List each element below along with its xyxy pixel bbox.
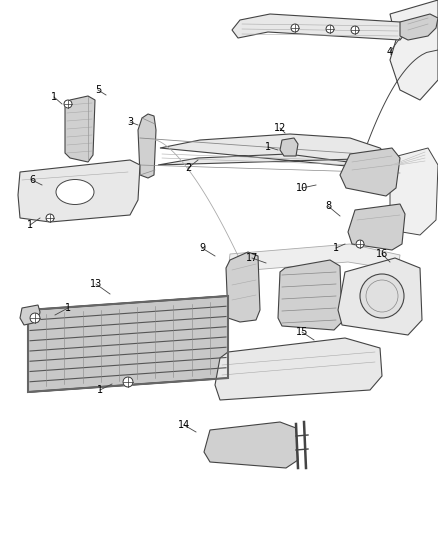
Circle shape [326,25,334,33]
Polygon shape [390,0,438,100]
Polygon shape [138,114,156,178]
Circle shape [291,24,299,32]
Polygon shape [228,244,400,272]
Circle shape [30,313,40,323]
Text: 17: 17 [246,253,258,263]
Text: 2: 2 [185,163,191,173]
Text: 12: 12 [274,123,286,133]
Polygon shape [204,422,298,468]
Circle shape [46,214,54,222]
Polygon shape [400,14,438,40]
Text: 15: 15 [296,327,308,337]
Text: 1: 1 [27,220,33,230]
Polygon shape [158,134,390,170]
Polygon shape [232,14,408,40]
Polygon shape [215,338,382,400]
Text: 13: 13 [90,279,102,289]
Polygon shape [65,96,95,162]
Circle shape [351,26,359,34]
Polygon shape [340,148,400,196]
Polygon shape [338,258,422,335]
Polygon shape [28,296,228,392]
Circle shape [356,240,364,248]
Circle shape [123,377,133,387]
Polygon shape [348,204,405,250]
Text: 6: 6 [29,175,35,185]
Text: 9: 9 [199,243,205,253]
Polygon shape [20,305,40,325]
Text: 10: 10 [296,183,308,193]
Polygon shape [18,160,140,222]
Text: 16: 16 [376,249,388,259]
Text: 1: 1 [65,303,71,313]
Text: 1: 1 [97,385,103,395]
Polygon shape [390,148,438,235]
Text: 14: 14 [178,420,190,430]
Text: 3: 3 [127,117,133,127]
Circle shape [360,274,404,318]
Ellipse shape [56,180,94,205]
Text: 5: 5 [95,85,101,95]
Circle shape [64,100,72,108]
Text: 1: 1 [265,142,271,152]
Text: 1: 1 [333,243,339,253]
Polygon shape [278,260,342,330]
Polygon shape [226,252,260,322]
Text: 1: 1 [51,92,57,102]
Text: 8: 8 [325,201,331,211]
Polygon shape [280,138,298,156]
Text: 4: 4 [387,47,393,57]
